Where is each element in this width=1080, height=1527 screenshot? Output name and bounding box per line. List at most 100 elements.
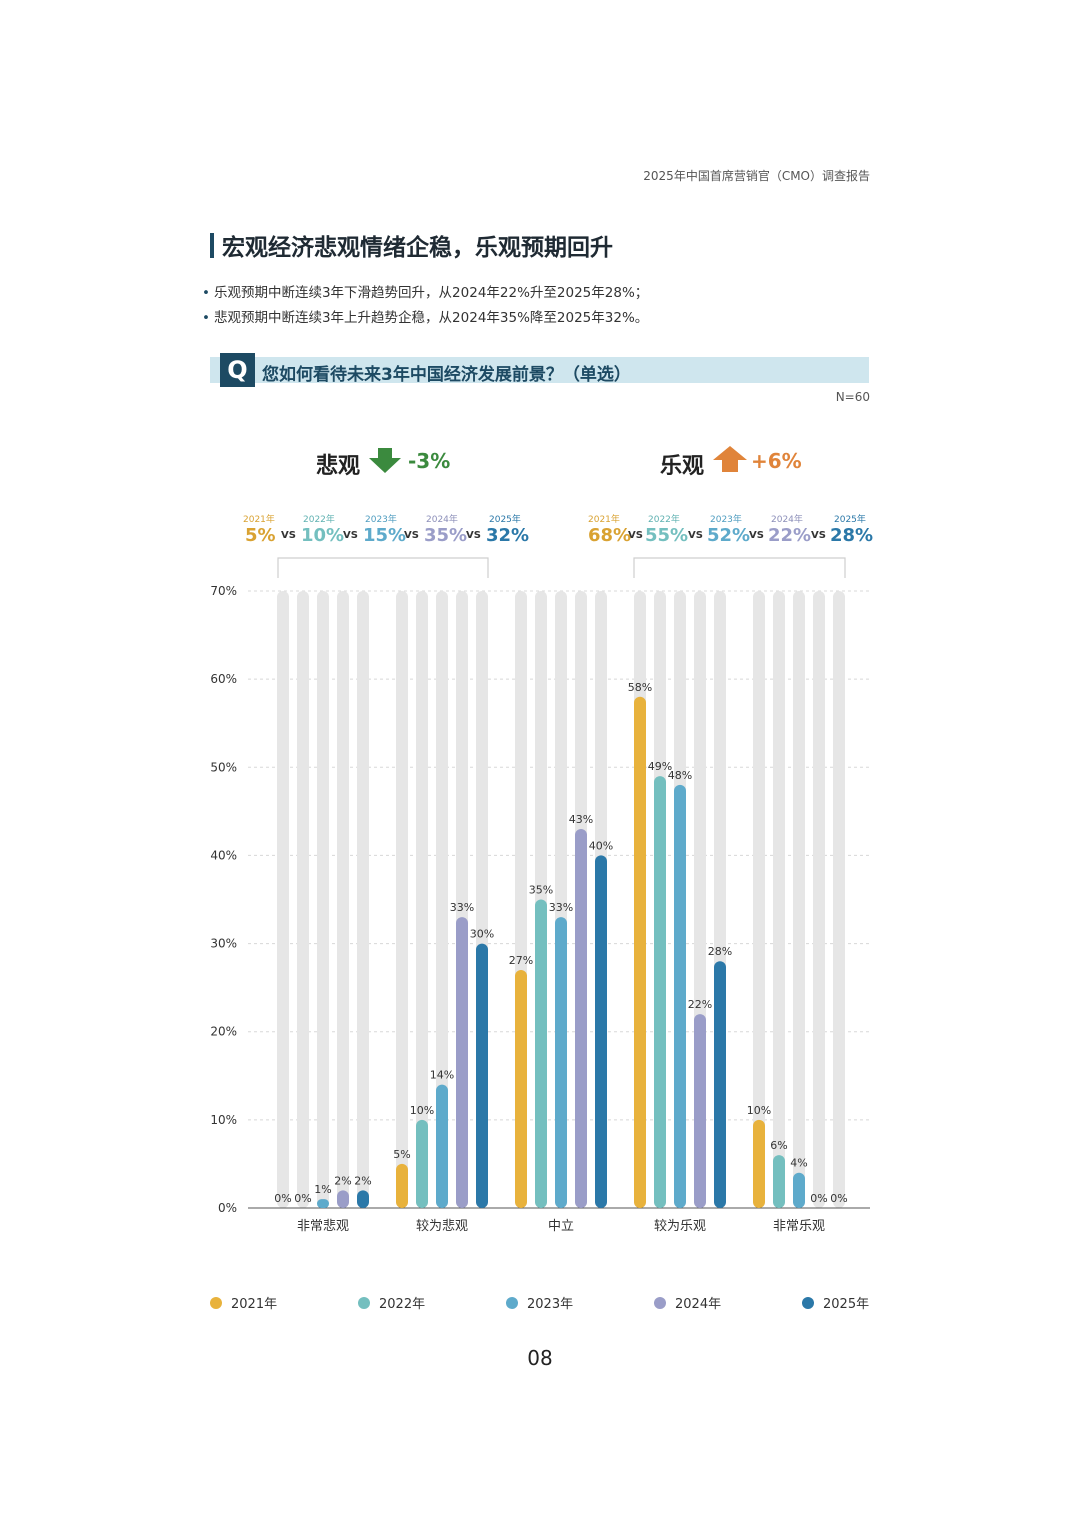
up-arrow-icon (713, 446, 747, 472)
data-label: 0% (274, 1192, 291, 1205)
category-label: 较为乐观 (654, 1219, 706, 1234)
year-value: 35% (424, 525, 468, 546)
year-label: 2023年 (365, 515, 397, 525)
legend-label: 2025年 (823, 1297, 870, 1312)
data-label: 2% (354, 1174, 371, 1187)
bullet-item: • 悲观预期中断连续3年上升趋势企稳，从2024年35%降至2025年32%。 (202, 310, 649, 326)
data-bar (793, 1172, 805, 1208)
data-bar (396, 1163, 408, 1208)
year-value: 52% (707, 525, 751, 546)
category-label: 中立 (548, 1219, 574, 1234)
year-label: 2025年 (489, 515, 521, 525)
data-bar (515, 970, 527, 1208)
bar-background (337, 591, 349, 1208)
report-title: 2025年中国首席营销官（CMO）调查报告 (643, 169, 870, 183)
y-tick-label: 0% (218, 1201, 237, 1215)
data-label: 35% (529, 884, 553, 897)
category-label: 非常悲观 (297, 1218, 349, 1234)
y-tick-label: 10% (210, 1113, 237, 1127)
pessimistic-label: 悲观 (316, 454, 361, 479)
legend-item-2025: 2025年 (802, 1293, 869, 1312)
vs-label: VS (404, 530, 419, 541)
legend-label: 2024年 (675, 1297, 722, 1312)
year-label: 2023年 (710, 515, 742, 525)
data-bar (694, 1014, 706, 1208)
year-value: 55% (645, 525, 689, 546)
data-bar (753, 1119, 765, 1208)
bar-background (357, 591, 369, 1208)
data-label: 0% (810, 1192, 827, 1205)
data-label: 10% (747, 1104, 771, 1117)
year-label: 2025年 (834, 515, 866, 525)
year-label: 2024年 (771, 515, 803, 525)
bullet-text: 悲观预期中断连续3年上升趋势企稳，从2024年35%降至2025年32%。 (213, 310, 649, 326)
y-tick-label: 40% (210, 848, 237, 862)
year-value: 68% (588, 525, 632, 546)
sample-size: N=60 (835, 390, 870, 404)
bar-background (793, 591, 805, 1208)
data-label: 28% (708, 945, 732, 958)
vs-label: VS (811, 530, 826, 541)
bar-background (813, 591, 825, 1208)
data-label: 33% (450, 901, 474, 914)
data-label: 6% (770, 1139, 787, 1152)
bar-background (436, 591, 448, 1208)
vs-label: VS (281, 530, 296, 541)
vs-label: VS (688, 530, 703, 541)
data-bar (436, 1084, 448, 1208)
bar-background (297, 591, 309, 1208)
legend-dot (654, 1297, 666, 1309)
optimistic-delta: +6% (751, 449, 802, 473)
page-title: 宏观经济悲观情绪企稳，乐观预期回升 (222, 235, 613, 261)
question-text: 您如何看待未来3年中国经济发展前景？（单选） (262, 365, 631, 385)
data-label: 48% (668, 769, 692, 782)
legend-label: 2022年 (379, 1297, 426, 1312)
bar-background (773, 591, 785, 1208)
y-tick-label: 20% (210, 1025, 237, 1039)
year-label: 2022年 (303, 515, 335, 525)
legend-label: 2023年 (527, 1297, 574, 1312)
data-bar (357, 1190, 369, 1208)
y-tick-label: 70% (210, 584, 237, 598)
data-bar (654, 776, 666, 1208)
bar-background (317, 591, 329, 1208)
vs-label: VS (749, 530, 764, 541)
data-bar (595, 855, 607, 1208)
optimistic-label: 乐观 (660, 454, 705, 479)
data-label: 27% (509, 954, 533, 967)
year-value: 5% (245, 525, 276, 546)
category-label: 非常乐观 (773, 1219, 825, 1234)
vs-label: VS (466, 530, 481, 541)
vs-label: VS (628, 530, 643, 541)
legend-item-2024: 2024年 (654, 1293, 721, 1312)
data-label: 49% (648, 760, 672, 773)
category-label: 较为悲观 (416, 1218, 468, 1234)
data-bar (714, 961, 726, 1208)
data-label: 43% (569, 813, 593, 826)
data-label: 0% (294, 1192, 311, 1205)
year-value: 10% (301, 525, 345, 546)
data-label: 33% (549, 901, 573, 914)
bullet-text: 乐观预期中断连续3年下滑趋势回升，从2024年22%升至2025年28%； (213, 285, 649, 301)
data-label: 40% (589, 839, 613, 852)
year-label: 2024年 (426, 515, 458, 525)
y-tick-label: 30% (210, 937, 237, 951)
data-bar (337, 1190, 349, 1208)
bar-background (753, 591, 765, 1208)
year-value: 32% (486, 525, 530, 546)
data-label: 2% (334, 1174, 351, 1187)
bar-chart: 0%10%20%30%40%50%60%70%0% 0%1%2% 2%非常悲观5%1… (210, 584, 870, 1234)
year-value: 28% (830, 525, 874, 546)
legend-dot (358, 1297, 370, 1309)
data-label: 5% (393, 1148, 410, 1161)
data-bar (416, 1119, 428, 1208)
title-accent-bar (210, 233, 214, 258)
data-label: 0% (830, 1192, 847, 1205)
group-brackets (277, 557, 846, 578)
data-label: 58% (628, 681, 652, 694)
data-bar (555, 917, 567, 1208)
optimistic-bracket (633, 557, 846, 578)
data-label: 14% (430, 1069, 454, 1082)
legend-dot (802, 1297, 814, 1309)
data-label: 22% (688, 998, 712, 1011)
